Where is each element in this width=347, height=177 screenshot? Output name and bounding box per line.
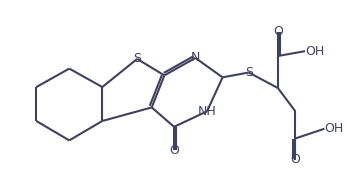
Text: O: O (273, 25, 283, 38)
Text: OH: OH (324, 122, 344, 135)
Text: O: O (169, 144, 179, 157)
Text: S: S (133, 52, 141, 65)
Text: S: S (245, 66, 253, 79)
Text: OH: OH (305, 45, 324, 58)
Text: NH: NH (198, 105, 217, 118)
Text: N: N (191, 52, 200, 64)
Text: O: O (290, 153, 300, 166)
